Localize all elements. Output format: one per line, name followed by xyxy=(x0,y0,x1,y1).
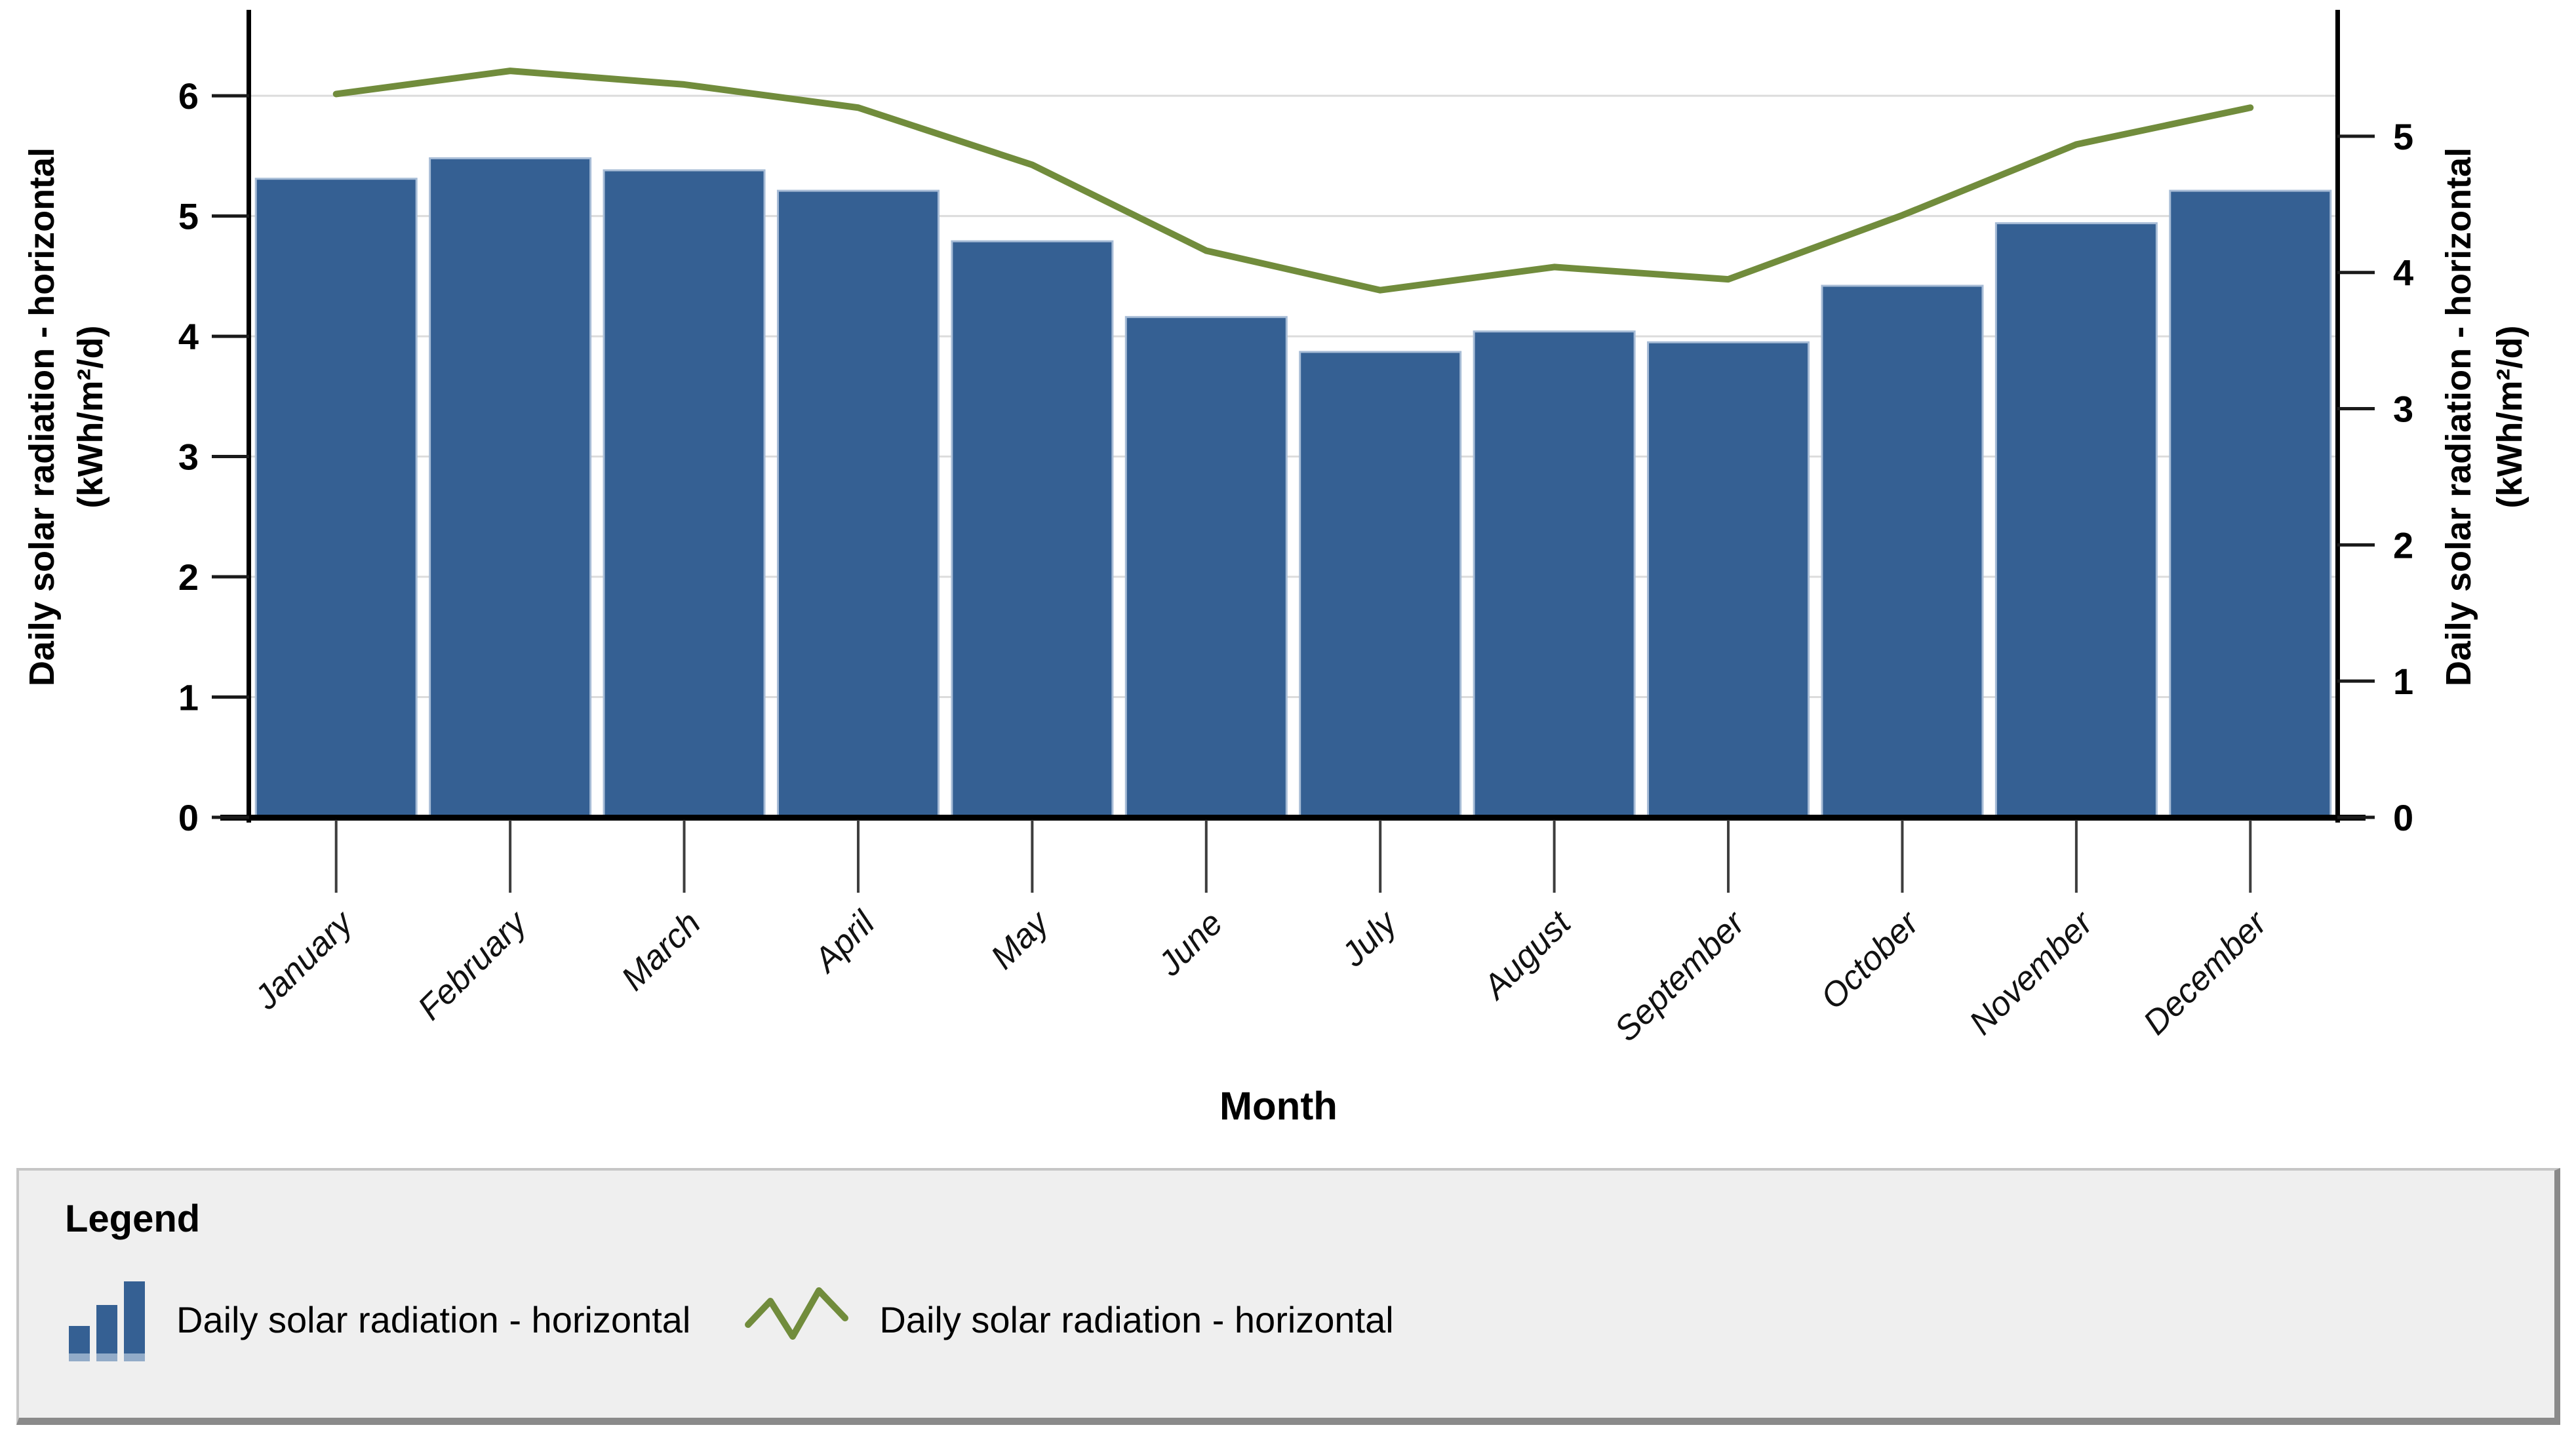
x-axis-month-label: November xyxy=(1962,903,2102,1043)
bar-january xyxy=(254,178,418,819)
x-axis-month-label: April xyxy=(806,903,883,981)
bar-may xyxy=(951,240,1114,819)
x-axis-month-label: September xyxy=(1608,903,1754,1049)
legend-items: Daily solar radiation - horizontal Daily… xyxy=(65,1276,2554,1363)
x-axis-month-label: December xyxy=(2136,903,2276,1043)
legend-item-label: Daily solar radiation - horizontal xyxy=(176,1298,691,1340)
right-axis-tick-label: 1 xyxy=(2393,661,2413,702)
bar-december xyxy=(2169,189,2332,819)
right-axis-tick-label: 3 xyxy=(2393,389,2413,430)
x-axis-line xyxy=(220,815,2366,821)
monthly-solar-radiation-chart: 0 1 2 3 4 5 6 0 1 2 3 4 5 January February March April M… xyxy=(22,10,2529,1128)
x-axis-month-label: August xyxy=(1475,903,1579,1007)
x-axis-month-label: October xyxy=(1813,903,1928,1017)
left-axis-tick-label: 2 xyxy=(178,556,199,598)
bar-october xyxy=(1821,284,1984,819)
right-axis-tick-label: 4 xyxy=(2393,252,2413,294)
bar-chart-icon xyxy=(69,1281,145,1361)
x-axis-month-label: June xyxy=(1151,904,1230,983)
bar-february xyxy=(429,157,592,819)
tick-labels: 0 1 2 3 4 5 6 0 1 2 3 4 5 xyxy=(178,75,2413,838)
bar-september xyxy=(1647,341,1810,819)
right-axis-tick-label: 2 xyxy=(2393,524,2413,566)
x-axis-month-label: February xyxy=(410,903,535,1027)
left-axis-title: Daily solar radiation - horizontal xyxy=(22,147,62,686)
line-chart-icon xyxy=(745,1287,849,1340)
right-axis-tick-label: 0 xyxy=(2393,797,2413,838)
bar-april xyxy=(776,189,940,819)
right-axis-title: Daily solar radiation - horizontal xyxy=(2439,147,2478,686)
x-axis-title: Month xyxy=(1219,1084,1338,1128)
left-axis-tick-label: 3 xyxy=(178,437,199,478)
legend-item-bars: Daily solar radiation - horizontal xyxy=(65,1276,690,1363)
left-axis-units: (kWh/m²/d) xyxy=(71,326,110,509)
axes xyxy=(212,10,2375,893)
bar-august xyxy=(1473,330,1636,819)
bar-march xyxy=(603,169,766,819)
x-axis-month-label: January xyxy=(247,903,362,1017)
left-axis-tick-label: 6 xyxy=(178,75,199,117)
gridlines xyxy=(249,94,2337,699)
left-axis-line xyxy=(247,10,251,823)
right-axis-tick-label: 5 xyxy=(2393,116,2413,157)
bar-november xyxy=(1994,222,2158,819)
left-axis-tick-label: 1 xyxy=(178,677,199,718)
legend-box: Legend Daily solar radiation - horizonta… xyxy=(16,1168,2560,1425)
left-axis-tick-label: 5 xyxy=(178,196,199,237)
legend-item-line: Daily solar radiation - horizontal xyxy=(743,1283,1394,1356)
bar-july xyxy=(1299,351,1462,819)
legend-title: Legend xyxy=(65,1197,201,1240)
right-axis-units: (kWh/m²/d) xyxy=(2490,326,2529,509)
month-labels: January February March April May June July Augu… xyxy=(247,903,2276,1049)
x-axis-month-label: July xyxy=(1334,903,1406,974)
legend-item-label: Daily solar radiation - horizontal xyxy=(879,1298,1394,1340)
left-axis-tick-label: 0 xyxy=(178,797,199,838)
bar-june xyxy=(1124,316,1288,819)
left-axis-tick-label: 4 xyxy=(178,316,199,357)
right-axis-line xyxy=(2335,10,2340,823)
line-series xyxy=(332,68,2254,294)
bar-series xyxy=(254,157,2332,819)
x-axis-month-label: May xyxy=(983,903,1058,977)
radiation-line xyxy=(332,68,2254,294)
x-axis-month-label: March xyxy=(614,904,708,998)
